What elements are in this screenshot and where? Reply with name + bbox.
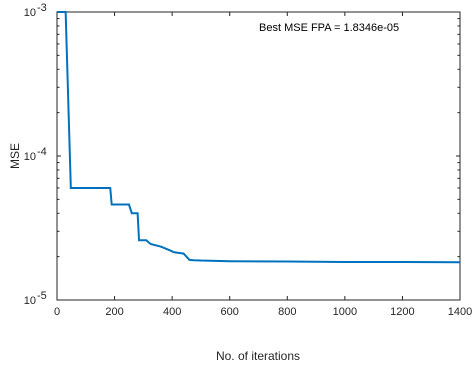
x-tick-label: 400 <box>163 306 181 318</box>
y-tick-exponent: -4 <box>37 146 47 158</box>
best-mse-annotation: Best MSE FPA = 1.8346e-05 <box>259 22 399 34</box>
x-tick-label: 1400 <box>448 306 472 318</box>
x-axis-ticks: 0 200 400 600 800 1000 1200 1400 <box>54 12 472 318</box>
y-axis-ticks: 10-510-410-3 <box>24 2 460 307</box>
x-axis-label: No. of iterations <box>216 349 300 363</box>
x-tick-label: 200 <box>105 306 123 318</box>
x-tick-label: 0 <box>54 306 60 318</box>
x-tick-label: 600 <box>221 306 239 318</box>
y-tick-exponent: -5 <box>37 290 47 302</box>
x-tick-label: 1200 <box>390 306 414 318</box>
plot-area <box>56 11 461 301</box>
x-tick-label: 1000 <box>333 306 357 318</box>
y-tick-label: 10 <box>24 151 36 163</box>
series-line <box>57 11 461 264</box>
y-tick-label: 10 <box>24 295 36 307</box>
y-axis-label: MSE <box>8 143 22 169</box>
x-tick-label: 800 <box>278 306 296 318</box>
y-tick-label: 10 <box>24 7 36 19</box>
y-tick-exponent: -3 <box>37 2 47 14</box>
